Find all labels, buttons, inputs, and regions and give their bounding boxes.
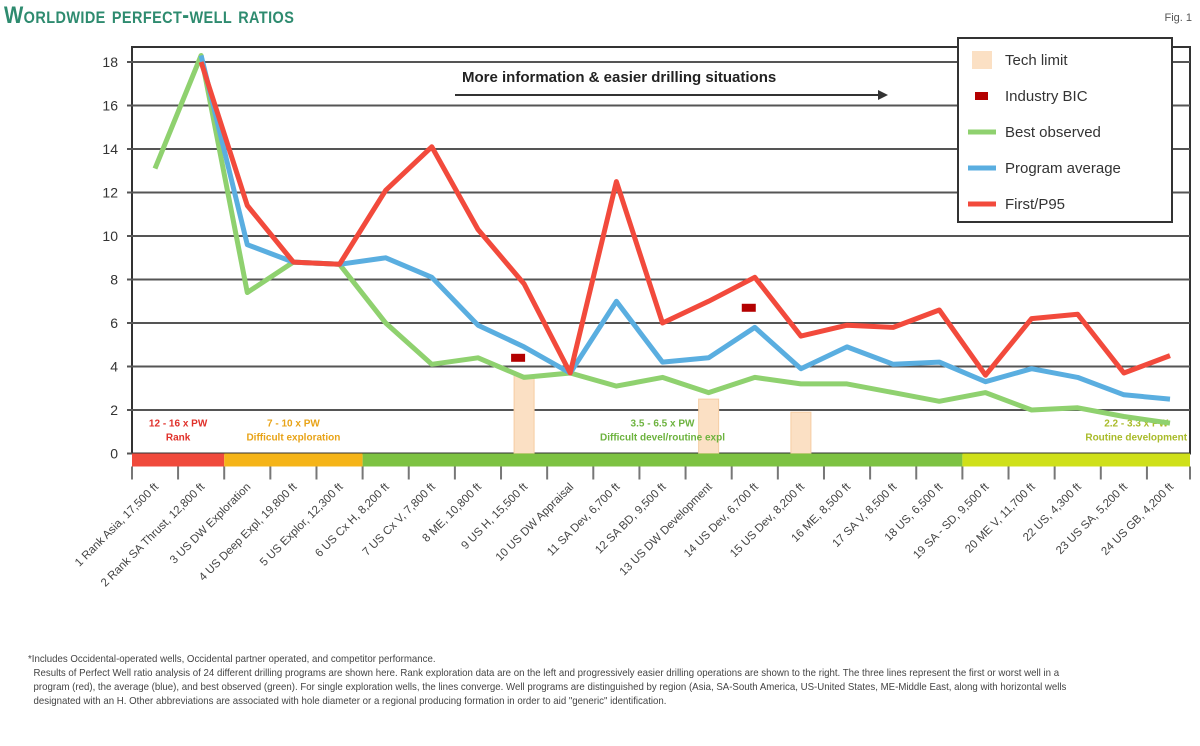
- arrow-head-icon: [878, 90, 888, 100]
- legend-label: Industry BIC: [1005, 88, 1088, 105]
- x-tick-label: 5 US Explor, 12,300 ft: [258, 481, 346, 569]
- chart-title: Worldwide perfect-well ratios: [4, 2, 295, 29]
- line-chart: 0 2 4 6 8 10 12 14 16 18 12 - 16 x PW Rank 7 - 10 x …: [73, 37, 1191, 589]
- band-bar: [132, 453, 225, 467]
- legend-label: First/P95: [1005, 196, 1065, 213]
- legend-label: Best observed: [1005, 124, 1101, 141]
- y-tick-label: 8: [110, 272, 118, 288]
- y-tick-label: 6: [110, 315, 118, 331]
- footnotes: *Includes Occidental-operated wells, Occ…: [28, 652, 1086, 708]
- industry-bic-marker: [741, 303, 756, 312]
- footnote-asterisk: *Includes Occidental-operated wells, Occ…: [28, 653, 436, 665]
- band-range-label: 12 - 16 x PW: [149, 419, 208, 430]
- y-tick-label: 10: [102, 228, 118, 244]
- x-tick-label: 1 Rank Asia, 17,500 ft: [73, 481, 162, 570]
- series-line-program-average: [198, 54, 1171, 402]
- legend-swatch-tech-limit: [972, 51, 992, 69]
- band-label: Rank: [166, 433, 191, 444]
- band-label: Routine development: [1085, 433, 1187, 444]
- x-tick-label: 13 US DW Development: [618, 481, 716, 579]
- x-tick-label: 19 SA - SD, 9,500 ft: [911, 481, 992, 562]
- band-bar: [962, 453, 1190, 467]
- footnote-description: Results of Perfect Well ratio analysis o…: [33, 667, 1067, 707]
- y-tick-label: 14: [102, 141, 118, 157]
- annotation-text: More information & easier drilling situa…: [462, 69, 776, 86]
- tech-limit-bar: [790, 411, 812, 454]
- x-tick-label: 3 US DW Exploration: [168, 481, 253, 566]
- y-tick-label: 12: [102, 185, 118, 201]
- legend-label: Program average: [1005, 160, 1121, 177]
- band-label: Difficult exploration: [246, 433, 340, 444]
- figure-label: Fig. 1: [1164, 12, 1192, 24]
- y-tick-label: 0: [110, 446, 118, 462]
- industry-bic-marker: [511, 353, 526, 362]
- tech-limit-bar: [513, 374, 535, 455]
- series-line-first-p95: [198, 61, 1171, 378]
- tech-limit-bar: [698, 398, 720, 454]
- y-tick-label: 16: [102, 98, 118, 114]
- band-range-label: 2.2 - 3.3 x PW: [1104, 419, 1168, 430]
- y-tick-label: 4: [110, 359, 118, 375]
- band-range-label: 3.5 - 6.5 x PW: [631, 419, 695, 430]
- y-tick-label: 2: [110, 402, 118, 418]
- legend-label: Tech limit: [1005, 52, 1068, 69]
- legend-swatch-industry-bic: [975, 92, 988, 100]
- x-tick-label: 4 US Deep Expl, 19,800 ft: [197, 481, 300, 584]
- x-tick-label: 10 US DW Appraisal: [494, 481, 577, 564]
- y-tick-label: 18: [102, 54, 118, 70]
- band-label: Difficult devel/routine expl: [600, 433, 725, 444]
- band-bar: [224, 453, 363, 467]
- band-bar: [362, 453, 963, 467]
- band-range-label: 7 - 10 x PW: [267, 419, 320, 430]
